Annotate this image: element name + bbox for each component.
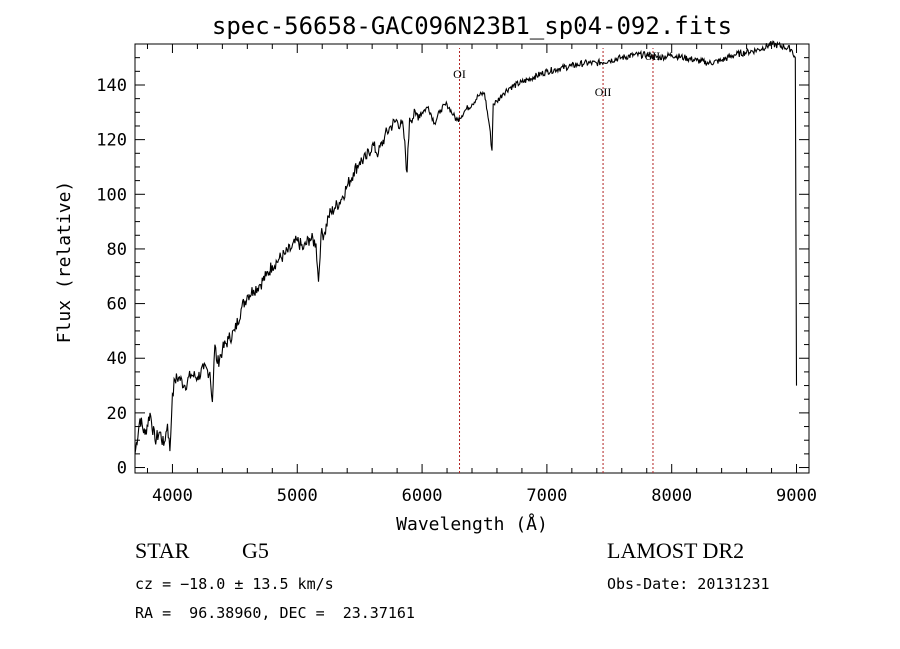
y-tick-label: 40	[107, 349, 127, 369]
x-tick-label: 4000	[152, 486, 193, 506]
chart-title: spec-56658-GAC096N23B1_sp04-092.fits	[212, 12, 732, 40]
plot-frame	[134, 43, 810, 474]
y-tick-label: 20	[107, 404, 127, 424]
sky-coordinates: RA = 96.38960, DEC = 23.37161	[135, 604, 415, 622]
redshift-velocity: cz = −18.0 ± 13.5 km/s	[135, 575, 334, 593]
spectrum-chart: spec-56658-GAC096N23B1_sp04-092.fits OI O…	[54, 12, 817, 535]
x-tick-label: 9000	[776, 486, 817, 506]
y-axis-label: Flux (relative)	[54, 181, 75, 344]
x-tick-label: 8000	[651, 486, 692, 506]
x-axis-ticks: 4000 5000 6000 7000 8000 9000	[146, 44, 817, 506]
y-tick-label: 60	[107, 295, 127, 315]
y-axis-ticks: 0 20 40 60 80 100 120 140	[96, 57, 809, 479]
x-axis-label: Wavelength (Å)	[396, 513, 548, 535]
x-tick-label: 7000	[526, 486, 567, 506]
x-tick-label: 6000	[402, 486, 443, 506]
observation-date: Obs-Date: 20131231	[607, 575, 770, 593]
y-tick-label: 0	[117, 459, 127, 479]
survey-name: LAMOST DR2	[607, 538, 745, 563]
annotation-label: OI	[453, 67, 466, 81]
annotation-label: OII	[595, 85, 612, 99]
object-subclass: G5	[242, 538, 269, 563]
y-tick-label: 120	[96, 131, 127, 151]
y-tick-label: 80	[107, 240, 127, 260]
x-tick-label: 5000	[277, 486, 318, 506]
object-class: STAR	[135, 538, 190, 563]
spectrum-series-line	[134, 40, 798, 454]
y-tick-label: 140	[96, 76, 127, 96]
y-tick-label: 100	[96, 185, 127, 205]
